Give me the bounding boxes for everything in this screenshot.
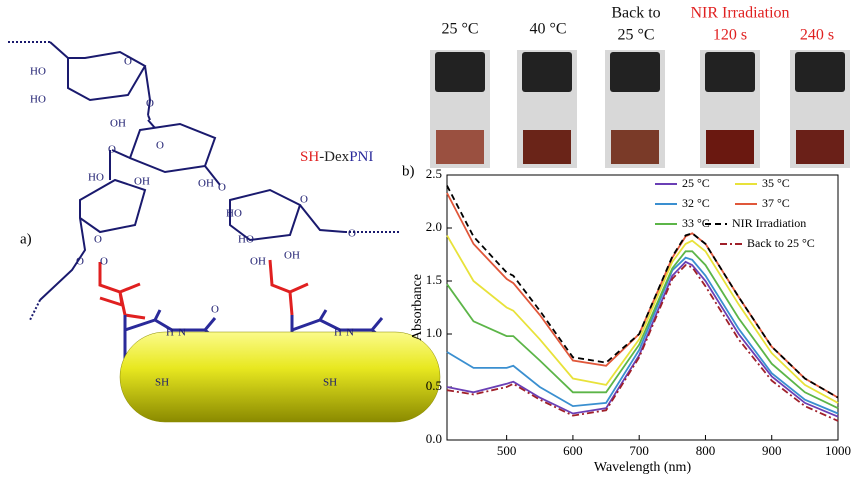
legend-label: NIR Irradiation (732, 216, 806, 230)
legend-label: 37 °C (762, 196, 790, 210)
chart: 0.0 0.5 1.0 1.5 2.0 2.5 500 600 700 800 900 1000 Wav… (410, 166, 851, 475)
photo-label: 240 s (800, 27, 834, 44)
vial-cap (522, 52, 572, 92)
x-axis-label: Wavelength (nm) (594, 460, 692, 475)
x-tick-label: 500 (497, 443, 517, 458)
structure-label: O (218, 182, 226, 194)
structure-label: HO (238, 234, 254, 246)
legend-label: 32 °C (682, 196, 710, 210)
figure: a) SH-DexPNI b) 25 °C40 °CBack to25 °CNI… (0, 0, 857, 478)
photos: 25 °C 40 °C Back to 25 °C NIR Irradiation 120… (430, 5, 850, 168)
structure-label: OH (250, 256, 266, 268)
structure-label: O (124, 56, 132, 68)
structure-label: O (348, 228, 356, 240)
structure-label: O (100, 256, 108, 268)
photo-label: 25 °C (617, 27, 654, 44)
photo-label: 40 °C (529, 21, 566, 38)
structure-label: SH (323, 377, 337, 389)
legend-label: 25 °C (682, 176, 710, 190)
vial-cap (435, 52, 485, 92)
legend-label: Back to 25 °C (747, 236, 815, 250)
x-tick-label: 800 (696, 443, 716, 458)
vial-liquid (436, 130, 484, 164)
y-tick-label: 2.0 (426, 219, 442, 234)
y-tick-label: 0.5 (426, 378, 442, 393)
legend-label: 35 °C (762, 176, 790, 190)
y-tick-label: 1.0 (426, 325, 442, 340)
photo-label: NIR Irradiation (690, 5, 789, 22)
structure-label: OH (110, 118, 126, 130)
vial-liquid (611, 130, 659, 164)
photo-label: Back to (611, 5, 660, 22)
structure-label: N (178, 327, 186, 339)
photo-label: 25 °C (441, 21, 478, 38)
structure-label: H (166, 327, 174, 339)
x-tick-label: 900 (762, 443, 782, 458)
structure-label: OH (284, 250, 300, 262)
series-line (447, 262, 838, 417)
x-tick-label: 600 (563, 443, 583, 458)
vial-cap (795, 52, 845, 92)
structure-label: O (94, 234, 102, 246)
sh: SH (300, 149, 319, 165)
polymer-label: SH-DexPNI (300, 149, 373, 165)
y-tick-label: 1.5 (426, 272, 442, 287)
structure-label: O (146, 98, 154, 110)
vial-cap (705, 52, 755, 92)
pni: PNI (349, 149, 373, 165)
structure-label: H (334, 327, 342, 339)
y-axis-label: Absorbance (410, 274, 425, 341)
structure-label: HO (88, 172, 104, 184)
structure-label: SH (155, 377, 169, 389)
structure-label: OH (198, 178, 214, 190)
structure-label: O (211, 304, 219, 316)
structure-label: O (76, 256, 84, 268)
structure-label: N (346, 327, 354, 339)
y-tick-label: 0.0 (426, 431, 442, 446)
structure-label: O (300, 194, 308, 206)
x-tick-label: 700 (629, 443, 649, 458)
photo-label: 120 s (713, 27, 747, 44)
legend-label: 33 °C (682, 216, 710, 230)
x-tick-label: 1000 (825, 443, 851, 458)
structure-label: O (108, 144, 116, 156)
vial-cap (610, 52, 660, 92)
structure-label: OH (134, 176, 150, 188)
vial-liquid (796, 130, 844, 164)
vial-liquid (706, 130, 754, 164)
y-tick-label: 2.5 (426, 166, 442, 181)
panel-label: b) (402, 163, 415, 179)
vial-liquid (523, 130, 571, 164)
structure-label: HO (226, 208, 242, 220)
structure-label: HO (30, 66, 46, 78)
panel-label: a) (20, 231, 32, 247)
dex: -Dex (319, 149, 349, 165)
structure-label: HO (30, 94, 46, 106)
series-line (447, 235, 838, 403)
structure (8, 42, 440, 422)
structure-label: O (156, 140, 164, 152)
